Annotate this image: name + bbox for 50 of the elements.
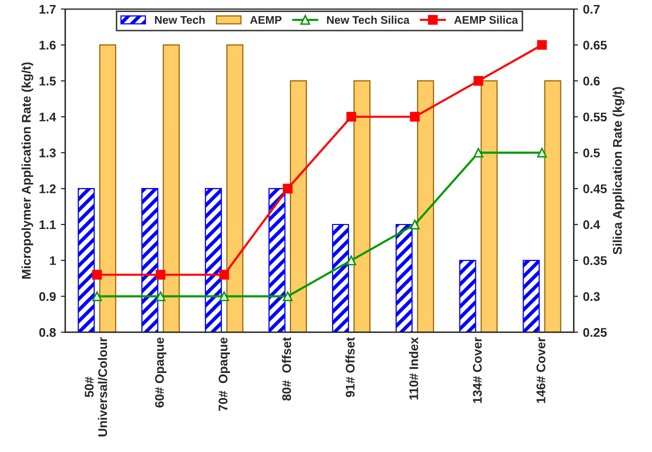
point	[156, 291, 166, 302]
x-tick-label: 110# Index	[409, 337, 418, 400]
legend-label: AEMP	[250, 16, 282, 24]
x-tick-label: 91# Offset	[345, 337, 355, 398]
y-axis-title: Micropolymer Application Rate (kg/t)	[22, 62, 34, 279]
legend-label: New Tech	[155, 16, 205, 24]
y2-tick-label: 0.6	[583, 76, 600, 86]
point	[156, 270, 166, 280]
y-tick-label: 1.4	[40, 112, 56, 122]
y2-axis-title: Silica Application Rate (kg/t)	[612, 87, 624, 254]
y-tick-label: 0.8	[39, 328, 56, 337]
point	[474, 148, 484, 158]
y2-tick-label: 0.35	[583, 256, 607, 266]
point	[346, 112, 356, 122]
point	[92, 291, 102, 302]
point	[537, 148, 547, 158]
x-tick-label: 80# Offset	[282, 337, 292, 401]
x-tick-label: 60# Opaque	[155, 338, 166, 408]
y-tick-label: 1.1	[40, 220, 56, 230]
legend-label: AEMP Silica	[454, 16, 518, 24]
point	[92, 270, 102, 280]
y-tick-label: 1.2	[40, 184, 56, 194]
y2-tick-label: 0.7	[583, 4, 600, 14]
point	[346, 256, 356, 266]
point	[410, 220, 420, 230]
point	[282, 291, 293, 302]
x-tick-label: 50# Universal/Colour	[84, 337, 108, 436]
legend-label: New Tech Silica	[327, 16, 410, 24]
point	[219, 270, 229, 280]
point	[537, 40, 547, 50]
point	[410, 112, 420, 122]
y2-tick-label: 0.45	[583, 184, 607, 194]
y2-tick-label: 0.4	[583, 220, 600, 230]
y-tick-label: 1.6	[40, 40, 56, 50]
y-tick-label: 1.7	[40, 4, 56, 14]
x-tick-label: 146# Cover	[536, 337, 546, 403]
point	[474, 76, 484, 86]
y-tick-label: 0.9	[39, 292, 56, 301]
y2-tick-label: 0.25	[583, 328, 607, 337]
y2-tick-label: 0.65	[583, 40, 607, 50]
y-tick-label: 1	[50, 256, 56, 265]
x-tick-label: 134# Cover	[472, 337, 482, 403]
y2-tick-label: 0.5	[583, 148, 600, 158]
x-tick-label: 70# Opaque	[218, 338, 230, 411]
y-tick-label: 1.3	[40, 148, 56, 158]
point	[219, 291, 229, 302]
y2-tick-label: 0.55	[583, 112, 607, 122]
point	[282, 184, 293, 194]
y2-tick-label: 0.3	[583, 292, 600, 301]
y-tick-label: 1.5	[40, 76, 56, 86]
